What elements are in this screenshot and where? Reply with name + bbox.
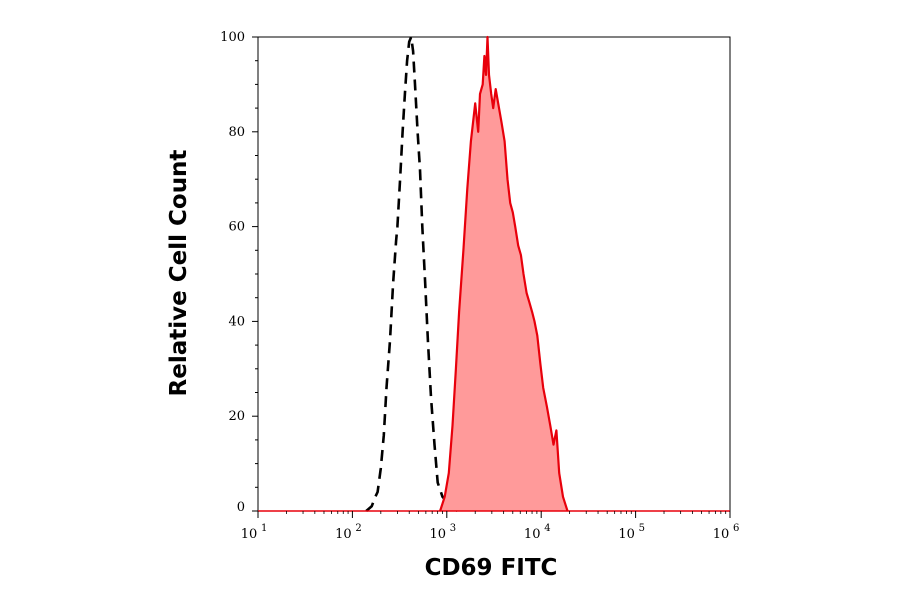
x-tick-label: 10 5 (618, 523, 645, 542)
y-tick-label: 20 (228, 409, 245, 424)
x-tick-label: 10 1 (241, 523, 268, 542)
series-1-line (439, 35, 569, 512)
x-tick-exponent: 4 (544, 523, 550, 534)
y-tick-label: 40 (228, 314, 245, 329)
y-tick-label: 0 (237, 500, 245, 515)
y-axis-title: Relative Cell Count (166, 150, 192, 397)
x-tick-base: 10 (430, 527, 447, 542)
x-tick-base: 10 (713, 527, 730, 542)
x-tick-label: 10 3 (430, 523, 457, 542)
x-tick-label: 10 6 (713, 523, 740, 542)
x-tick-base: 10 (241, 527, 258, 542)
series-1-area (440, 37, 568, 511)
x-tick-exponent: 2 (355, 523, 361, 534)
x-tick-label: 10 4 (524, 523, 551, 542)
x-tick-base: 10 (524, 527, 541, 542)
y-tick-label: 100 (220, 30, 245, 45)
x-tick-exponent: 6 (733, 523, 739, 534)
series-0-line (365, 35, 459, 512)
x-tick-base: 10 (618, 527, 635, 542)
series-layer (365, 35, 569, 512)
y-tick-label: 60 (228, 220, 245, 235)
x-tick-base: 10 (335, 527, 352, 542)
x-tick-label: 10 2 (335, 523, 362, 542)
x-tick-exponent: 3 (450, 523, 456, 534)
x-tick-exponent: 5 (639, 523, 645, 534)
x-axis-title: CD69 FITC (425, 555, 558, 581)
y-tick-label: 80 (228, 125, 245, 140)
x-tick-exponent: 1 (261, 523, 267, 534)
